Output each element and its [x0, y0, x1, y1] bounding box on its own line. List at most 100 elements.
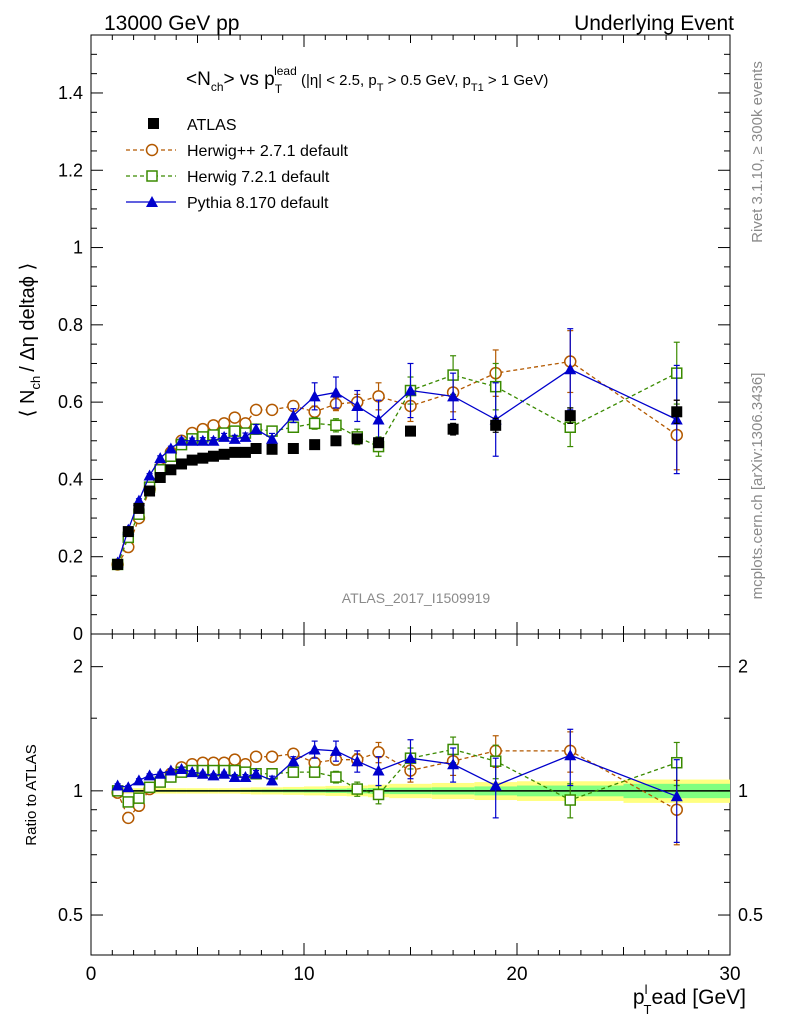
ratio-herwig7-marker: [372, 788, 385, 801]
ratio-pythia-marker: [196, 767, 209, 779]
ratio-pythia-marker: [154, 767, 167, 779]
main-herwigpp-marker: [207, 419, 220, 432]
main-y-tick-label: 0.6: [58, 392, 83, 412]
main-pythia-marker: [207, 434, 220, 446]
x-tick-label: 20: [506, 964, 527, 985]
main-herwigpp-marker: [228, 411, 242, 424]
ratio-pythia-marker: [404, 752, 417, 764]
main-atlas-marker: [207, 450, 219, 462]
ratio-herwig7-marker: [564, 794, 576, 806]
main-atlas-marker: [229, 446, 241, 458]
mcplots-label: mcplots.cern.ch [arXiv:1306.3436]: [749, 373, 766, 600]
main-pythia-marker: [164, 442, 177, 454]
ratio-pythia-marker: [143, 769, 156, 781]
ratio-y-tick-label: 1: [73, 781, 83, 801]
main-atlas-marker: [287, 443, 299, 455]
main-herwigpp-marker: [265, 403, 279, 417]
main-herwig7-marker: [287, 421, 300, 433]
legend-label-pythia: Pythia 8.170 default: [187, 195, 329, 212]
main-pythia-marker: [175, 434, 188, 446]
ratio-pythia-marker: [489, 779, 502, 791]
legend-label-atlas: ATLAS: [187, 117, 237, 134]
main-pythia-marker: [218, 430, 231, 442]
main-pythia-marker: [372, 413, 385, 425]
main-pythia-marker: [250, 423, 263, 435]
main-atlas-marker: [373, 437, 385, 449]
main-atlas-marker: [154, 471, 166, 483]
main-y-tick-label: 1.4: [58, 83, 83, 103]
rivet-version-label: Rivet 3.1.10, ≥ 300k events: [749, 61, 766, 243]
ratio-herwig7-marker: [351, 783, 363, 795]
main-atlas-marker: [122, 526, 134, 538]
main-pythia-marker: [447, 390, 460, 402]
main-atlas-marker: [165, 464, 177, 476]
main-atlas-marker: [405, 425, 416, 437]
main-atlas-marker: [490, 419, 502, 431]
legend-marker-herwigpp: [145, 143, 159, 157]
main-y-tick-label: 0.8: [58, 315, 83, 335]
main-herwig7-marker: [308, 417, 321, 430]
ratio-y-tick-label: 0.5: [58, 905, 83, 925]
main-atlas-marker: [447, 423, 459, 435]
ratio-pythia-marker: [266, 774, 279, 786]
main-herwig7-marker: [330, 419, 342, 432]
main-herwigpp-marker: [239, 417, 252, 430]
x-tick-label: 10: [293, 964, 314, 985]
main-y-axis-label: ⟨ Nch/ Δη deltaϕ ⟩: [17, 263, 43, 418]
ratio-pythia-marker: [329, 744, 342, 756]
ratio-pythia-marker: [111, 779, 124, 791]
ratio-y-tick-label-right: 2: [738, 657, 748, 677]
main-atlas-marker: [330, 435, 342, 447]
main-herwigpp-marker: [217, 417, 231, 430]
legend-marker-atlas: [148, 118, 159, 129]
legend-label-herwig7: Herwig 7.2.1 default: [187, 169, 330, 186]
x-tick-label: 30: [719, 964, 740, 985]
ratio-herwigpp-marker: [122, 811, 135, 825]
ratio-herwigpp-marker: [265, 750, 279, 763]
ratio-pythia-marker: [239, 771, 252, 783]
main-y-tick-label: 1: [73, 238, 83, 258]
main-y-tick-label: 0.4: [58, 469, 83, 489]
header-left: 13000 GeV pp: [104, 12, 239, 35]
main-y-tick-label: 1.2: [58, 160, 83, 180]
ratio-y-tick-label-right: 1: [738, 781, 748, 801]
main-atlas-marker: [218, 448, 230, 460]
main-pythia-marker: [186, 434, 199, 446]
main-pythia-line: [117, 368, 678, 563]
main-pythia-marker: [404, 384, 417, 396]
main-atlas-marker: [309, 439, 321, 451]
ratio-pythia-marker: [287, 755, 300, 767]
ratio-pythia-marker: [308, 743, 321, 755]
main-pythia-marker: [329, 386, 342, 398]
legend-marker-pythia: [146, 196, 158, 207]
main-y-tick-label: 0: [73, 624, 83, 644]
ratio-pythia-marker: [372, 764, 385, 776]
main-atlas-marker: [266, 443, 278, 455]
ratio-pythia-marker: [122, 781, 135, 793]
legend-marker-herwig7: [146, 170, 158, 182]
x-tick-label: 0: [86, 964, 97, 985]
ratio-herwig7-marker: [122, 796, 135, 808]
main-atlas-marker: [564, 410, 576, 422]
main-pythia-marker: [228, 432, 241, 444]
ratio-y-tick-label-right: 0.5: [738, 905, 763, 925]
ratio-pythia-marker: [186, 766, 199, 778]
main-atlas-marker: [186, 454, 198, 466]
header-right: Underlying Event: [574, 12, 734, 35]
ratio-pythia-marker: [218, 767, 231, 779]
ratio-pythia-marker: [207, 769, 220, 781]
analysis-watermark: ATLAS_2017_I1509919: [342, 590, 491, 606]
ratio-herwigpp-marker: [228, 753, 242, 766]
main-atlas-marker: [671, 406, 683, 418]
main-pythia-marker: [351, 399, 364, 411]
main-atlas-marker: [239, 446, 251, 458]
main-herwigpp-marker: [249, 403, 263, 417]
main-atlas-marker: [144, 485, 156, 497]
main-pythia-marker: [196, 434, 209, 446]
main-atlas-marker: [250, 443, 262, 455]
legend-entry-atlas: ATLAS: [148, 117, 237, 134]
main-atlas-marker: [112, 558, 124, 570]
ratio-pythia-marker: [351, 755, 364, 767]
main-pythia-marker: [308, 390, 321, 402]
